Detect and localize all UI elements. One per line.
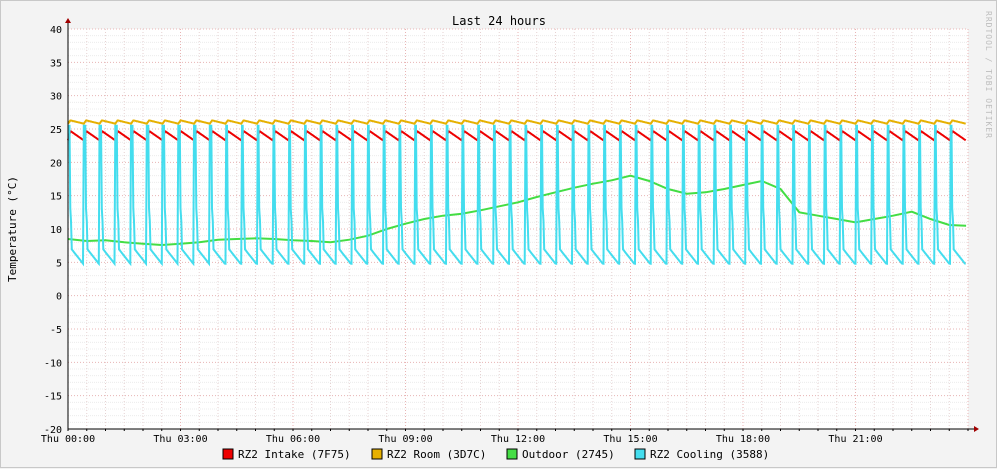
x-tick-label: Thu 00:00 [41, 434, 95, 445]
legend-label: RZ2 Room (3D7C) [387, 448, 486, 461]
y-tick-label: 40 [50, 25, 62, 36]
y-tick-label: 5 [56, 258, 62, 269]
x-axis-arrow [974, 426, 979, 432]
y-tick-label: 30 [50, 92, 62, 103]
grid [67, 28, 969, 430]
x-tick-label: Thu 06:00 [266, 434, 320, 445]
y-tick-label: 10 [50, 225, 62, 236]
y-tick-label: -10 [44, 358, 62, 369]
series-layer [67, 119, 967, 267]
legend-item-2: Outdoor (2745) [506, 448, 615, 461]
legend-swatch [506, 448, 518, 460]
rrdtool-watermark: RRDTOOL / TOBI OETIKER [984, 11, 993, 139]
x-tick-label: Thu 09:00 [378, 434, 432, 445]
y-tick-labels: 40 35 30 25 20 15 10 5 0 -5 -10 -15 -20 [44, 25, 62, 436]
series-line-2 [67, 174, 967, 247]
legend-item-1: RZ2 Room (3D7C) [371, 448, 486, 461]
y-axis-arrow [65, 18, 71, 23]
series-line-3 [68, 124, 966, 267]
x-tick-labels: Thu 00:00 Thu 03:00 Thu 06:00 Thu 09:00 Thu … [41, 434, 883, 445]
chart-title: Last 24 hours [452, 14, 546, 28]
legend-swatch [371, 448, 383, 460]
y-tick-label: 20 [50, 158, 62, 169]
y-tick-label: -15 [44, 392, 62, 403]
legend-label: Outdoor (2745) [522, 448, 615, 461]
y-tick-label: 0 [56, 292, 62, 303]
y-axis-label: Temperature (°C) [6, 176, 19, 282]
axes [65, 18, 979, 432]
series-line-1 [67, 119, 966, 125]
legend-item-3: RZ2 Cooling (3588) [634, 448, 769, 461]
y-tick-label: 15 [50, 192, 62, 203]
legend-swatch [634, 448, 646, 460]
legend-item-0: RZ2 Intake (7F75) [222, 448, 351, 461]
x-tick-label: Thu 18:00 [716, 434, 770, 445]
legend: RZ2 Intake (7F75) RZ2 Room (3D7C) Outdoor … [222, 448, 769, 461]
x-tick-label: Thu 03:00 [153, 434, 207, 445]
y-tick-label: 25 [50, 125, 62, 136]
x-tick-label: Thu 15:00 [603, 434, 657, 445]
y-tick-label: -5 [50, 325, 62, 336]
legend-swatch [222, 448, 234, 460]
x-tick-label: Thu 21:00 [828, 434, 882, 445]
series-line-0 [67, 130, 967, 142]
y-tick-label: 35 [50, 58, 62, 69]
legend-label: RZ2 Cooling (3588) [650, 448, 769, 461]
legend-label: RZ2 Intake (7F75) [238, 448, 351, 461]
y-tick-label: -20 [44, 425, 62, 436]
x-tick-label: Thu 12:00 [491, 434, 545, 445]
